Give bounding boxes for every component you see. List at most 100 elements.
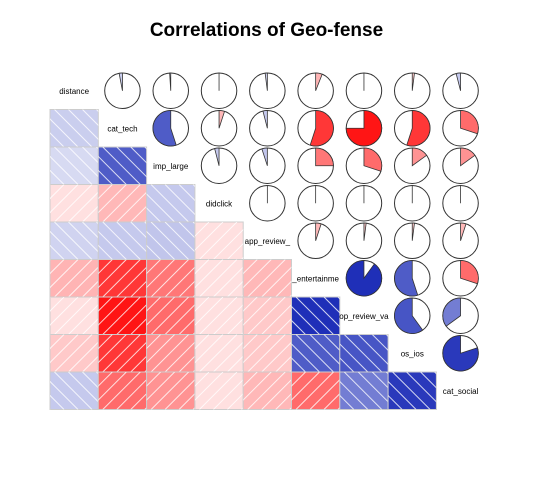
cell-6-8 [442, 297, 479, 334]
cell-2-2: imp_large [153, 162, 189, 171]
cell-7-2 [146, 334, 196, 373]
cell-1-5 [297, 110, 334, 147]
variable-label: cat_tech [107, 124, 137, 133]
cell-4-7 [394, 222, 431, 259]
cell-8-1 [97, 371, 148, 410]
cell-7-7: os_ios [401, 349, 424, 358]
pie-slice [455, 72, 461, 91]
cell-1-6 [345, 110, 383, 147]
cell-2-5 [297, 147, 334, 184]
shade-hatch [194, 334, 244, 372]
shade-hatch [98, 334, 147, 372]
shade-hatch [291, 372, 340, 410]
variable-label: os_ios [401, 349, 424, 358]
pie-slice [309, 110, 334, 147]
cell-7-0 [49, 334, 99, 373]
variable-label: distance [59, 87, 89, 96]
cell-8-3 [194, 371, 244, 410]
cell-4-3 [194, 221, 244, 260]
shade-hatch [339, 334, 389, 372]
cell-2-7 [394, 147, 431, 184]
shade-hatch [98, 259, 147, 297]
shade-hatch [146, 372, 195, 410]
shade-hatch [146, 334, 195, 372]
pie-slice [315, 72, 323, 91]
cell-5-8 [442, 260, 479, 297]
cell-5-7 [394, 260, 431, 297]
cell-8-6 [339, 371, 389, 410]
shade-hatch [50, 222, 99, 260]
cell-1-0 [49, 109, 99, 148]
cell-3-7 [394, 185, 431, 222]
variable-label: imp_large [153, 162, 189, 171]
shade-hatch [98, 147, 147, 185]
cell-8-5 [291, 371, 341, 410]
cell-0-5 [297, 72, 334, 109]
cell-4-8 [442, 222, 479, 259]
cell-2-1 [97, 146, 148, 185]
cell-0-6 [345, 72, 383, 109]
cell-5-3 [194, 259, 244, 298]
cell-0-7 [394, 72, 431, 109]
pie-slice [345, 260, 383, 297]
chart-title: Correlations of Geo-fense [150, 20, 383, 41]
cell-1-4 [249, 110, 286, 147]
shade-hatch [388, 372, 437, 410]
shade-hatch [146, 297, 195, 335]
shade-hatch [243, 372, 292, 410]
cell-8-4 [242, 371, 292, 410]
shade-hatch [50, 259, 99, 297]
shade-hatch [50, 184, 99, 222]
cell-6-7 [394, 297, 431, 334]
pie-slice [152, 110, 177, 147]
variable-label: didclick [206, 199, 233, 208]
cell-2-4 [249, 147, 286, 184]
shade-hatch [339, 372, 389, 410]
shade-hatch [243, 297, 292, 335]
pie-slice [411, 147, 428, 167]
pie-slice [406, 110, 431, 147]
shade-hatch [194, 372, 244, 410]
cell-0-2 [152, 72, 189, 109]
cell-4-5 [297, 222, 334, 259]
correlation-matrix: distance cat_tech imp_large didclick app_rev… [49, 72, 479, 410]
cell-1-8 [442, 110, 479, 147]
cell-7-6 [339, 334, 389, 373]
cell-2-6 [345, 147, 383, 184]
cell-5-6 [345, 260, 383, 297]
shade-hatch [146, 184, 195, 222]
pie-slice [394, 260, 419, 297]
pie-slice [261, 147, 268, 166]
cell-3-3: didclick [206, 199, 233, 208]
shade-hatch [146, 259, 195, 297]
cell-4-6 [345, 222, 383, 259]
shade-hatch [146, 222, 195, 260]
cell-0-8 [442, 72, 479, 109]
cell-0-3 [200, 72, 238, 109]
shade-hatch [98, 372, 147, 410]
cell-4-4: app_review_ [245, 237, 291, 246]
cell-5-5: _entertainme [291, 274, 339, 283]
pie-slice [169, 72, 172, 91]
shade-hatch [50, 372, 99, 410]
cell-6-5 [291, 296, 341, 335]
cell-1-2 [152, 110, 189, 147]
pie-slice [218, 110, 226, 129]
cell-8-8: cat_social [443, 387, 479, 396]
shade-hatch [98, 297, 147, 335]
pie-slice [460, 222, 467, 241]
cell-8-7 [387, 371, 437, 410]
pie-slice [214, 147, 220, 166]
variable-label: op_review_va [339, 312, 389, 321]
cell-2-8 [442, 147, 479, 184]
pie-slice [345, 110, 383, 147]
cell-3-4 [249, 185, 286, 222]
pie-slice [118, 72, 123, 91]
variable-label: cat_social [443, 387, 479, 396]
cell-6-4 [242, 296, 292, 335]
cell-7-5 [291, 334, 341, 373]
shade-hatch [194, 297, 244, 335]
pie-slice [315, 147, 334, 167]
shade-hatch [243, 334, 292, 372]
